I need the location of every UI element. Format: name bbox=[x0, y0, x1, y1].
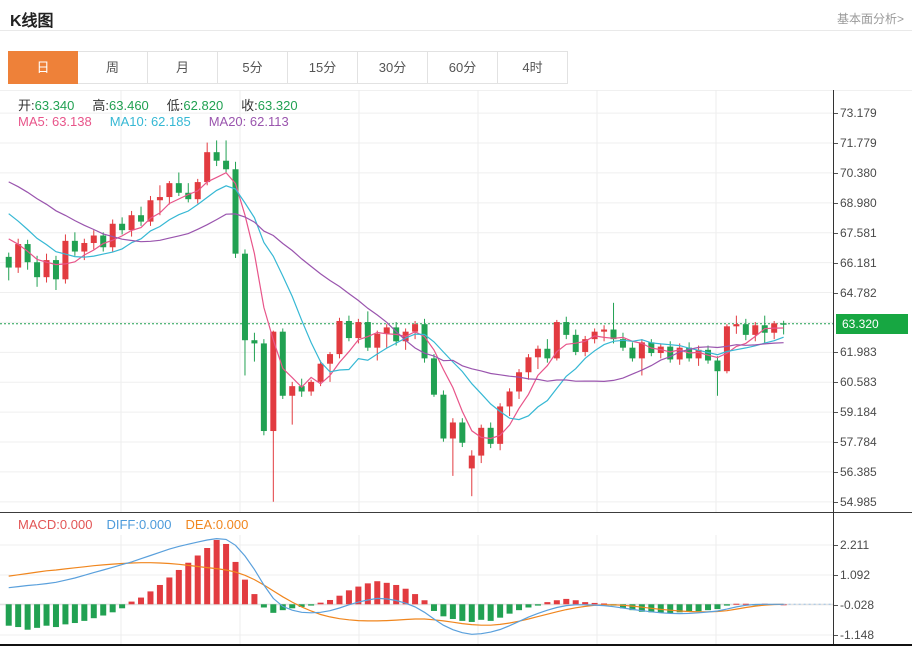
tab-month[interactable]: 月 bbox=[148, 51, 218, 84]
y-axis-tick bbox=[833, 292, 838, 294]
y-axis-tick bbox=[833, 635, 838, 637]
y-axis-label: 56.385 bbox=[840, 464, 877, 479]
y-axis-label: 71.779 bbox=[840, 136, 877, 150]
ohlc-readout: 开:63.340 高:63.460 低:62.820 收:63.320 bbox=[18, 95, 298, 114]
y-axis-tick bbox=[833, 412, 838, 414]
ma10-value: 62.185 bbox=[150, 114, 191, 129]
y-axis-tick bbox=[833, 202, 838, 204]
high-label: 高: bbox=[92, 98, 110, 113]
y-axis-label: -0.028 bbox=[840, 598, 875, 613]
ma-legend: MA5: 63.138 MA10: 62.185 MA20: 62.113 bbox=[18, 114, 289, 129]
pane-divider bbox=[0, 512, 912, 513]
macd-label: MACD: bbox=[18, 517, 60, 532]
page-title: K线图 bbox=[10, 13, 54, 30]
y-axis-tick bbox=[833, 471, 838, 473]
y-axis-label: -1.148 bbox=[840, 628, 875, 643]
main-candlestick-chart[interactable] bbox=[0, 90, 834, 512]
tab-5min[interactable]: 5分 bbox=[218, 51, 288, 84]
y-axis-label: 54.985 bbox=[840, 494, 877, 509]
diff-value: 0.000 bbox=[138, 517, 172, 532]
tab-week[interactable]: 周 bbox=[78, 51, 148, 84]
tab-30min[interactable]: 30分 bbox=[358, 51, 428, 84]
y-axis-label: 70.380 bbox=[840, 165, 877, 180]
y-axis-label: 59.184 bbox=[840, 405, 877, 420]
y-axis-tick bbox=[833, 172, 838, 174]
header-divider bbox=[0, 30, 912, 31]
open-value: 63.340 bbox=[34, 98, 75, 113]
y-axis-label: 2.211 bbox=[840, 538, 870, 553]
y-axis-label: 1.092 bbox=[840, 568, 871, 582]
high-value: 63.460 bbox=[109, 98, 149, 113]
y-axis-line bbox=[833, 90, 834, 645]
macd-value: 0.000 bbox=[59, 517, 93, 532]
y-axis-tick bbox=[833, 545, 838, 547]
macd-chart[interactable] bbox=[0, 535, 834, 645]
current-price-badge: 63.320 bbox=[836, 313, 908, 334]
y-axis-label: 61.983 bbox=[840, 345, 877, 360]
y-axis-tick bbox=[833, 501, 838, 503]
dea-label: DEA: bbox=[185, 517, 216, 532]
y-axis-label: 64.782 bbox=[840, 285, 877, 300]
chart-top-border bbox=[0, 90, 912, 91]
macd-legend: MACD:0.000 DIFF:0.000 DEA:0.000 bbox=[18, 517, 248, 532]
y-axis-tick bbox=[833, 575, 838, 576]
ma5-value: 63.138 bbox=[51, 114, 92, 129]
diff-label: DIFF: bbox=[106, 517, 139, 532]
ma5-label: MA5: bbox=[18, 114, 49, 129]
tab-day[interactable]: 日 bbox=[8, 51, 78, 84]
open-label: 开: bbox=[18, 98, 35, 113]
ma20-label: MA20: bbox=[208, 114, 247, 129]
tab-60min[interactable]: 60分 bbox=[428, 51, 498, 84]
dea-value: 0.000 bbox=[215, 517, 249, 532]
close-value: 63.320 bbox=[257, 98, 298, 113]
period-tabbar: 日 周 月 5分 15分 30分 60分 4时 bbox=[8, 51, 568, 84]
y-axis-label: 73.179 bbox=[840, 106, 877, 121]
y-axis-label: 60.583 bbox=[840, 375, 877, 390]
y-axis-label: 57.784 bbox=[840, 435, 877, 450]
tab-4hour[interactable]: 4时 bbox=[498, 51, 568, 84]
ma20-value: 62.113 bbox=[249, 114, 289, 129]
y-axis-tick bbox=[833, 262, 838, 264]
y-axis-tick bbox=[833, 605, 838, 607]
y-axis-tick bbox=[833, 352, 838, 354]
tab-15min[interactable]: 15分 bbox=[288, 51, 358, 84]
y-axis-tick bbox=[833, 442, 838, 444]
chart-bottom-border bbox=[0, 644, 912, 646]
y-axis-label: 68.980 bbox=[840, 195, 877, 210]
low-value: 62.820 bbox=[183, 98, 224, 113]
y-axis-tick bbox=[833, 232, 838, 234]
y-axis-label: 67.581 bbox=[840, 225, 877, 240]
y-axis-tick bbox=[833, 113, 838, 115]
y-axis-tick bbox=[833, 382, 838, 384]
y-axis-tick bbox=[833, 143, 838, 144]
fundamental-analysis-link[interactable]: 基本面分析> bbox=[836, 12, 904, 26]
y-axis-label: 66.181 bbox=[840, 255, 877, 270]
low-label: 低: bbox=[166, 98, 184, 113]
ma10-label: MA10: bbox=[109, 114, 148, 129]
close-label: 收: bbox=[241, 98, 258, 113]
